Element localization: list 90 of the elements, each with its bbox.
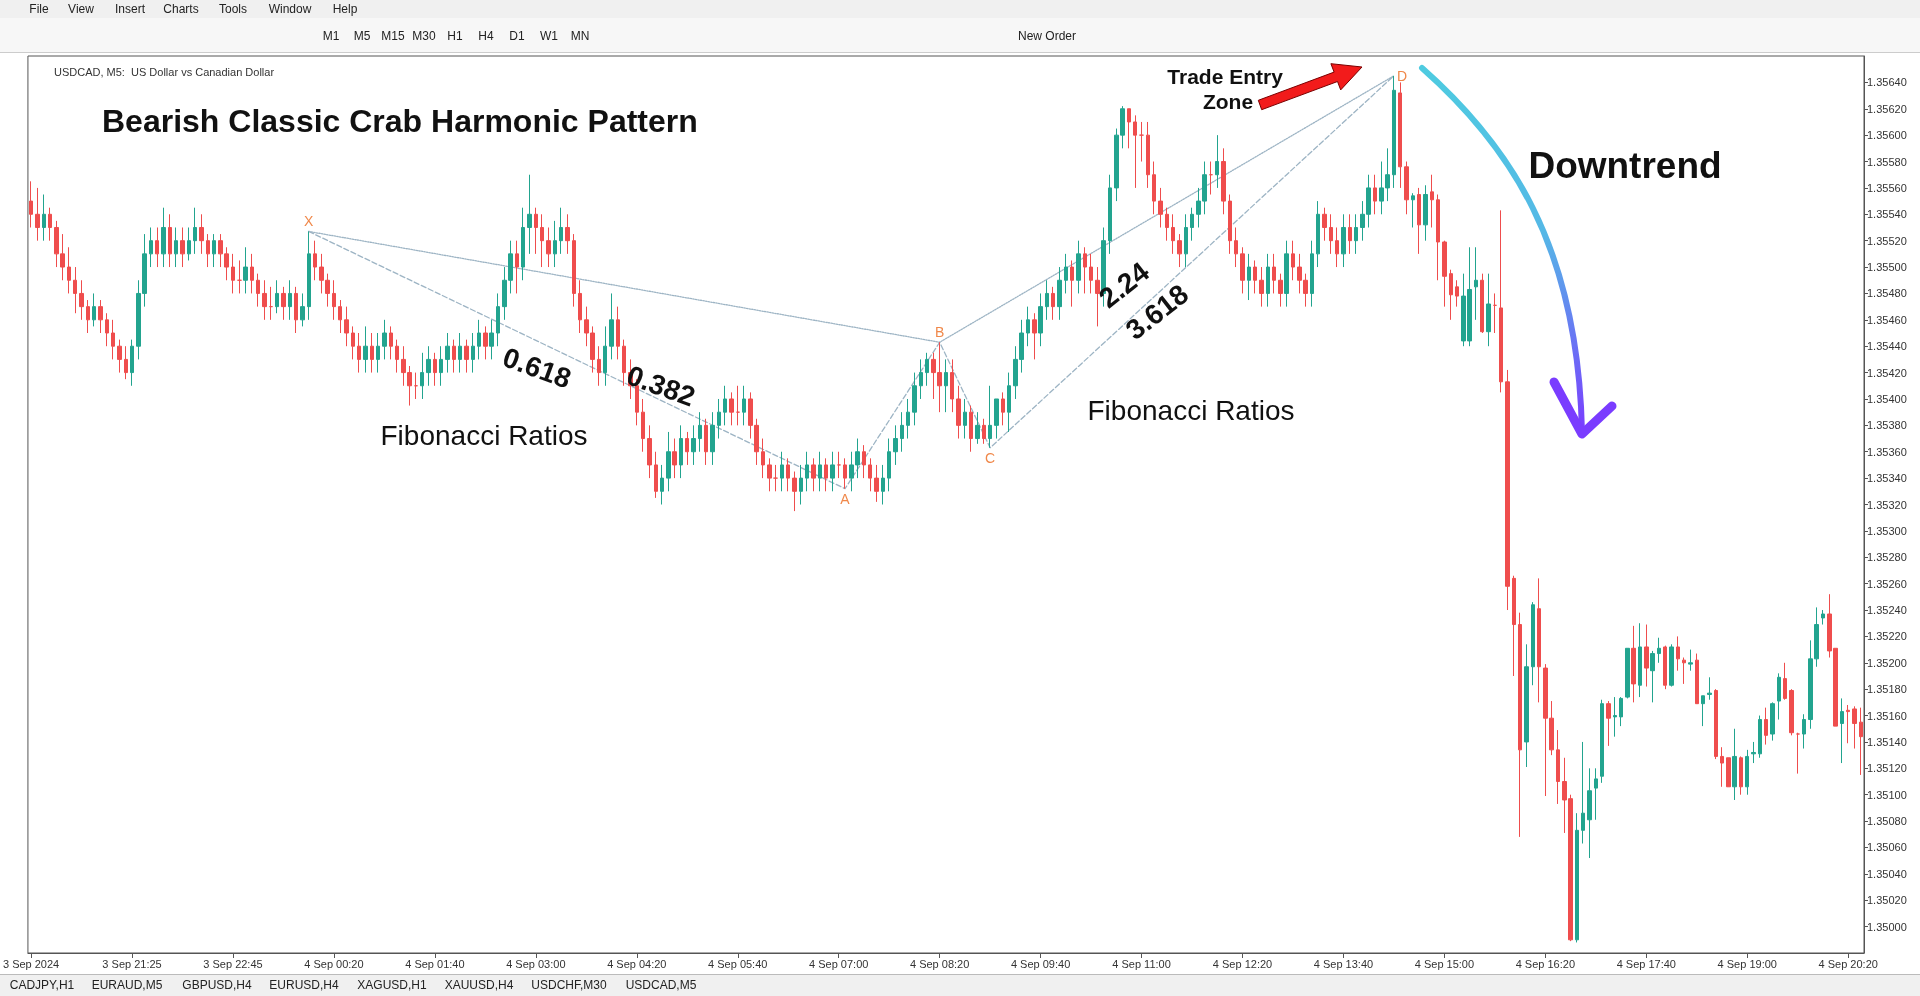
text: Insert — [114, 2, 146, 16]
y-tick-label: 1.35140 — [1867, 735, 1907, 748]
x-tick-label: 4 Sep 05:40 — [708, 957, 768, 970]
y-tick-label: 1.35460 — [1867, 313, 1907, 326]
y-tick-label: 1.35420 — [1867, 366, 1907, 379]
y-tick-label: 1.35360 — [1867, 445, 1907, 458]
annotation: Trade Entry Zone — [1167, 65, 1289, 113]
text: H1 — [447, 29, 463, 43]
y-tick-label: 1.35100 — [1867, 788, 1907, 801]
text: View — [68, 2, 94, 16]
y-tick-label: 1.35000 — [1867, 920, 1907, 933]
x-tick-label: 4 Sep 07:00 — [809, 957, 869, 970]
data-label: X — [304, 213, 315, 230]
x-tick-label: 4 Sep 01:40 — [405, 957, 465, 970]
text: Bearish Classic Crab Harmonic Pattern — [102, 103, 698, 139]
text: File — [29, 2, 49, 16]
text: M15 — [381, 29, 405, 43]
data-label: D — [1396, 67, 1408, 84]
x-tick-label: 4 Sep 19:00 — [1717, 957, 1777, 970]
y-tick-label: 1.35240 — [1867, 604, 1907, 617]
x-tick-label: 4 Sep 08:20 — [909, 957, 970, 970]
text: Window — [268, 2, 312, 16]
text: W1 — [540, 29, 558, 43]
y-tick-label: 1.35080 — [1867, 815, 1907, 828]
y-tick-label: 1.35200 — [1867, 656, 1907, 669]
text: GBPUSD,H4 — [182, 978, 252, 992]
x-tick-label: 4 Sep 16:20 — [1515, 957, 1576, 970]
text: USDCHF,M30 — [531, 978, 607, 992]
annotation: Fibonacci Ratios — [380, 419, 588, 451]
text: Charts — [163, 2, 199, 16]
text: MN — [570, 29, 590, 43]
text: XAUUSD,H4 — [444, 978, 514, 992]
text: EURAUD,M5 — [91, 978, 163, 992]
text: M5 — [353, 29, 371, 43]
text: M30 — [412, 29, 436, 43]
y-tick-label: 1.35440 — [1867, 340, 1907, 353]
x-tick-label: 4 Sep 09:40 — [1010, 957, 1071, 970]
y-tick-label: 1.35120 — [1867, 762, 1907, 775]
x-tick-label: 4 Sep 17:40 — [1616, 957, 1676, 970]
y-tick-label: 1.35600 — [1867, 129, 1907, 142]
y-tick-label: 1.35020 — [1867, 894, 1907, 907]
y-tick-label: 1.35380 — [1867, 419, 1907, 432]
annotation: 0.618 — [498, 341, 576, 395]
y-tick-label: 1.35340 — [1867, 472, 1907, 485]
data-label: B — [934, 324, 945, 341]
y-tick-label: 1.35160 — [1867, 709, 1907, 722]
x-tick-label: 4 Sep 11:00 — [1112, 957, 1171, 970]
y-tick-label: 1.35320 — [1867, 498, 1907, 511]
data-label: C — [985, 449, 996, 466]
y-tick-label: 1.35580 — [1867, 155, 1907, 168]
text: EURUSD,H4 — [269, 978, 339, 992]
x-tick-label: 4 Sep 20:20 — [1818, 957, 1878, 970]
y-tick-label: 1.35540 — [1867, 208, 1907, 221]
x-tick-label: 4 Sep 00:20 — [304, 957, 364, 970]
x-tick-label: 4 Sep 12:20 — [1212, 957, 1273, 970]
text: New Order — [1017, 29, 1077, 43]
data-label: A — [840, 490, 851, 507]
y-tick-label: 1.35260 — [1867, 577, 1907, 590]
x-tick-label: 4 Sep 03:00 — [506, 957, 566, 970]
y-tick-label: 1.35300 — [1867, 524, 1907, 537]
y-tick-label: 1.35280 — [1867, 551, 1907, 564]
y-tick-label: 1.35400 — [1867, 392, 1907, 405]
text: USDCAD, M5: US Dollar vs Canadian Dollar — [54, 65, 275, 78]
y-tick-label: 1.35620 — [1867, 102, 1907, 115]
y-tick-label: 1.35180 — [1867, 683, 1907, 696]
annotation: 0.382 — [622, 359, 700, 413]
x-tick-label: 3 Sep 21:25 — [102, 957, 162, 970]
y-tick-label: 1.35480 — [1867, 287, 1907, 300]
x-tick-label: 3 Sep 2024 — [2, 957, 60, 970]
y-tick-label: 1.35220 — [1867, 630, 1907, 643]
y-tick-label: 1.35640 — [1867, 76, 1907, 89]
text: D1 — [509, 29, 525, 43]
x-tick-label: 3 Sep 22:45 — [203, 957, 263, 970]
y-tick-label: 1.35060 — [1867, 841, 1907, 854]
text: H4 — [478, 29, 494, 43]
text: M1 — [322, 29, 340, 43]
y-tick-label: 1.35560 — [1867, 181, 1907, 194]
text: USDCAD,M5 — [625, 978, 697, 992]
y-tick-label: 1.35500 — [1867, 261, 1907, 274]
annotation: Downtrend — [1528, 144, 1722, 186]
text: Help — [332, 2, 358, 16]
y-tick-label: 1.35040 — [1867, 867, 1907, 880]
annotation: Fibonacci Ratios — [1087, 394, 1295, 426]
y-tick-label: 1.35520 — [1867, 234, 1907, 247]
text: CADJPY,H1 — [9, 978, 75, 992]
x-tick-label: 4 Sep 15:00 — [1414, 957, 1475, 970]
text: XAGUSD,H1 — [357, 978, 427, 992]
x-tick-label: 4 Sep 04:20 — [607, 957, 667, 970]
x-tick-label: 4 Sep 13:40 — [1313, 957, 1374, 970]
text: Tools — [218, 2, 248, 16]
